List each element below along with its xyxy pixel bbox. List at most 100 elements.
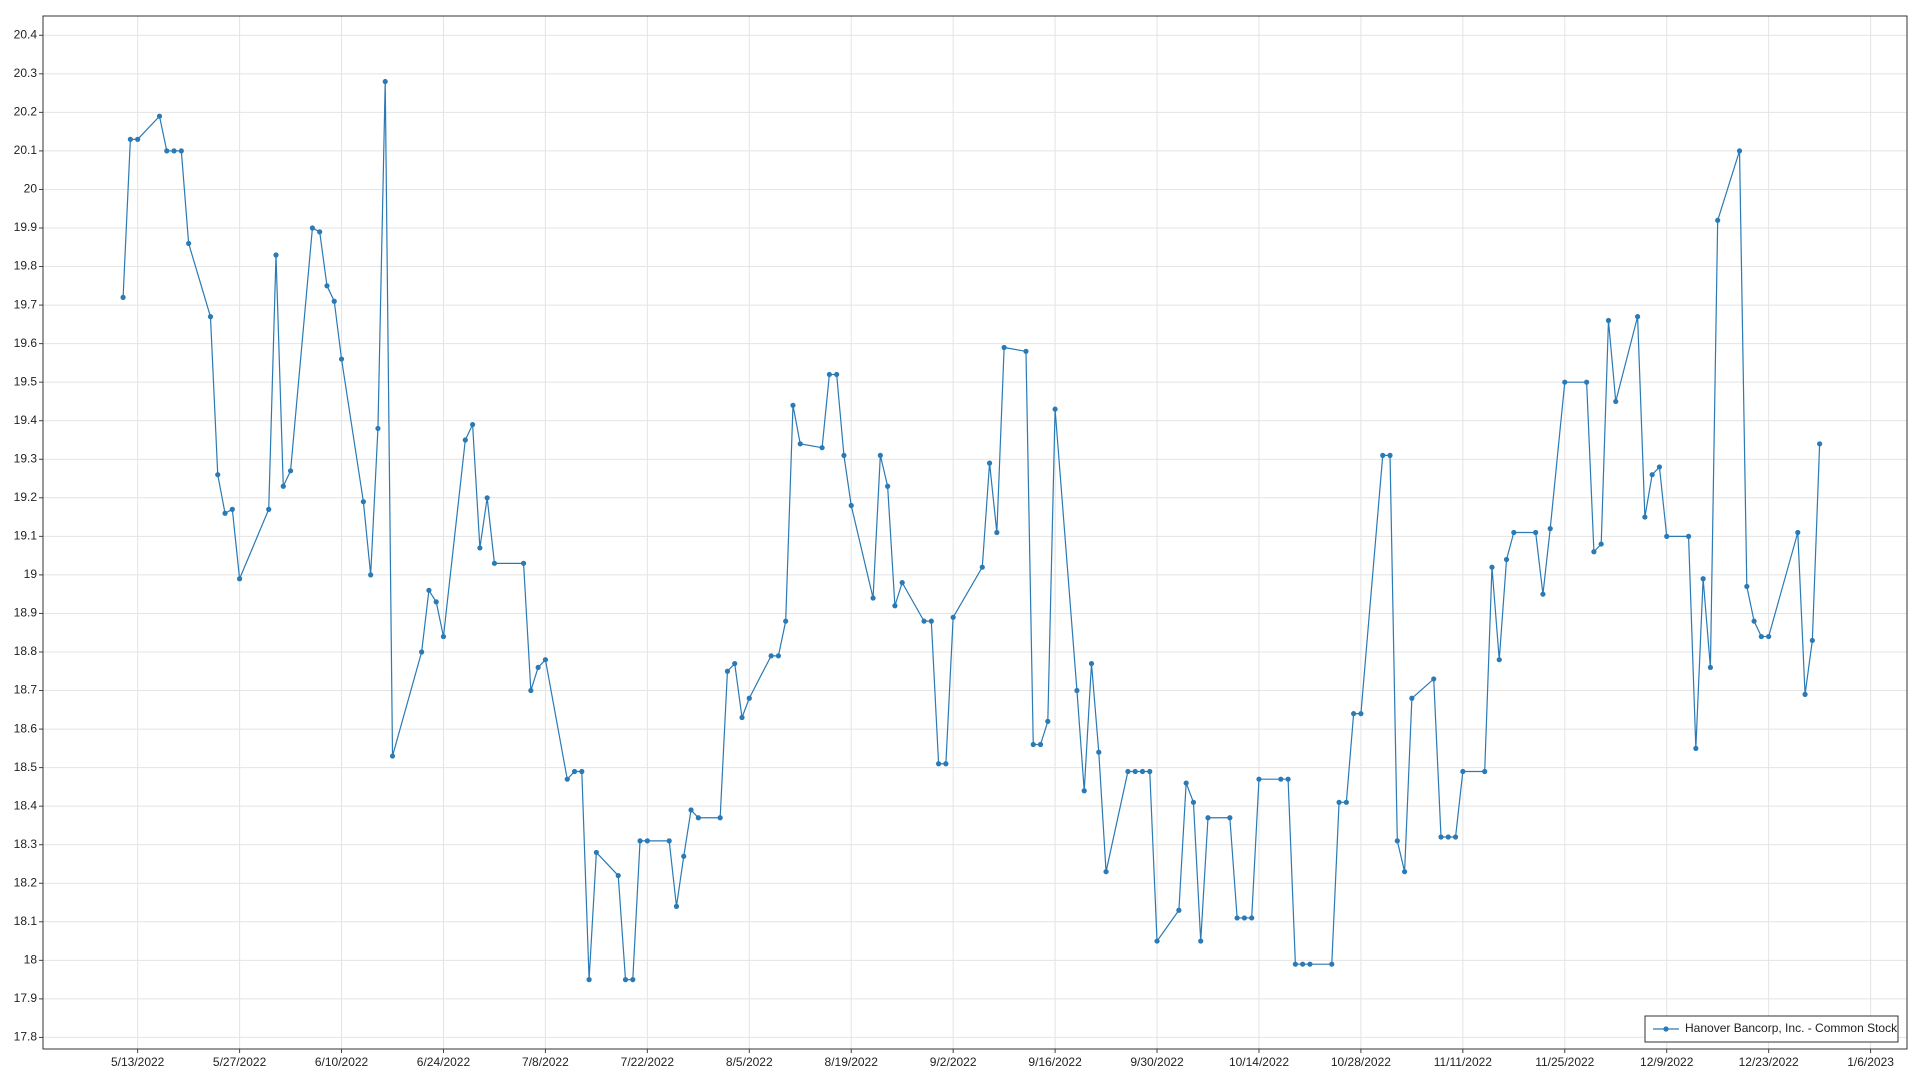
data-point: [870, 595, 876, 601]
y-tick-label: 18.7: [14, 683, 38, 697]
data-point: [1394, 838, 1400, 844]
data-point: [615, 872, 621, 879]
data-point: [1227, 815, 1233, 821]
data-point: [666, 838, 672, 844]
y-tick-label: 20.2: [14, 105, 38, 119]
x-tick-label: 12/9/2022: [1640, 1055, 1694, 1069]
x-tick-label: 8/19/2022: [825, 1055, 879, 1069]
data-point: [1183, 780, 1189, 786]
x-tick-label: 11/11/2022: [1434, 1055, 1493, 1069]
data-point: [433, 599, 439, 605]
y-tick-label: 19.8: [14, 259, 38, 273]
y-tick-label: 19.7: [14, 297, 38, 311]
data-point: [426, 587, 432, 593]
data-point: [1300, 961, 1306, 967]
data-point: [164, 148, 170, 154]
data-point: [695, 815, 701, 821]
data-point: [1598, 541, 1604, 547]
data-point: [790, 402, 796, 408]
data-point: [1533, 529, 1539, 536]
data-point: [1511, 529, 1517, 536]
data-point: [360, 499, 366, 505]
y-tick-label: 19.1: [14, 529, 38, 543]
x-tick-label: 9/16/2022: [1028, 1055, 1082, 1069]
data-point: [1802, 691, 1808, 697]
y-tick-label: 19.2: [14, 490, 38, 504]
data-point: [462, 437, 468, 443]
series-line: [122, 81, 1821, 981]
data-point: [229, 506, 235, 512]
data-point: [1241, 915, 1248, 921]
data-point: [1817, 441, 1823, 447]
data-point: [1547, 526, 1553, 532]
data-point: [979, 564, 985, 570]
data-point: [1664, 533, 1670, 539]
y-tick-label: 18.1: [14, 914, 38, 928]
x-tick-label: 6/10/2022: [315, 1055, 369, 1069]
data-point: [280, 483, 286, 489]
x-tick-label: 6/24/2022: [417, 1055, 471, 1069]
data-point: [899, 580, 905, 586]
data-point: [1642, 514, 1648, 520]
data-point: [236, 576, 243, 582]
data-point: [1139, 768, 1146, 775]
data-point: [775, 653, 782, 659]
data-point: [1081, 788, 1087, 794]
data-point: [1503, 556, 1510, 563]
data-point: [885, 483, 891, 489]
data-point: [571, 768, 578, 775]
data-point: [1096, 749, 1102, 755]
data-point: [1489, 564, 1495, 570]
data-point: [317, 229, 323, 235]
data-point: [1387, 452, 1393, 459]
y-tick-label: 18.3: [14, 837, 38, 851]
data-point: [1125, 768, 1131, 775]
y-tick-label: 20.4: [14, 27, 38, 41]
x-tick-label: 11/25/2022: [1535, 1055, 1594, 1069]
data-point: [1591, 549, 1597, 555]
x-tick-label: 5/13/2022: [111, 1055, 165, 1069]
data-point: [986, 460, 993, 466]
data-point: [826, 371, 832, 378]
y-tick-label: 20.3: [14, 66, 38, 80]
data-point: [1278, 776, 1284, 782]
y-tick-label: 18.2: [14, 875, 38, 889]
x-tick-label: 5/27/2022: [213, 1055, 267, 1069]
data-point: [207, 314, 214, 320]
data-point: [266, 506, 272, 512]
data-point: [1285, 776, 1291, 782]
data-point: [1037, 741, 1044, 748]
data-point: [673, 903, 680, 909]
legend-box: [1644, 1015, 1899, 1043]
data-point: [1766, 633, 1772, 640]
data-point: [717, 815, 723, 821]
data-point: [783, 618, 789, 624]
x-tick-label: 8/5/2022: [726, 1055, 773, 1069]
grid: [43, 16, 1907, 1049]
data-point: [935, 761, 942, 767]
data-point: [1358, 711, 1364, 717]
data-point: [542, 657, 549, 663]
data-point: [1380, 452, 1386, 459]
data-point: [928, 618, 934, 624]
data-point: [528, 687, 534, 694]
y-tick-label: 20: [24, 182, 38, 196]
data-point: [1176, 907, 1182, 913]
data-point: [1205, 815, 1211, 821]
data-point: [1343, 799, 1349, 805]
data-point: [1795, 529, 1801, 536]
x-tick-label: 12/23/2022: [1739, 1055, 1799, 1069]
data-point: [1234, 915, 1240, 921]
data-point: [1409, 695, 1415, 701]
data-point: [732, 660, 738, 667]
data-point: [1613, 398, 1619, 405]
data-point: [1736, 148, 1743, 154]
data-point: [1452, 834, 1459, 840]
data-point: [688, 807, 694, 813]
y-tick-label: 19.9: [14, 220, 38, 234]
data-point: [1103, 869, 1109, 875]
data-point: [579, 768, 585, 775]
data-point: [724, 668, 731, 674]
data-point: [127, 136, 133, 142]
